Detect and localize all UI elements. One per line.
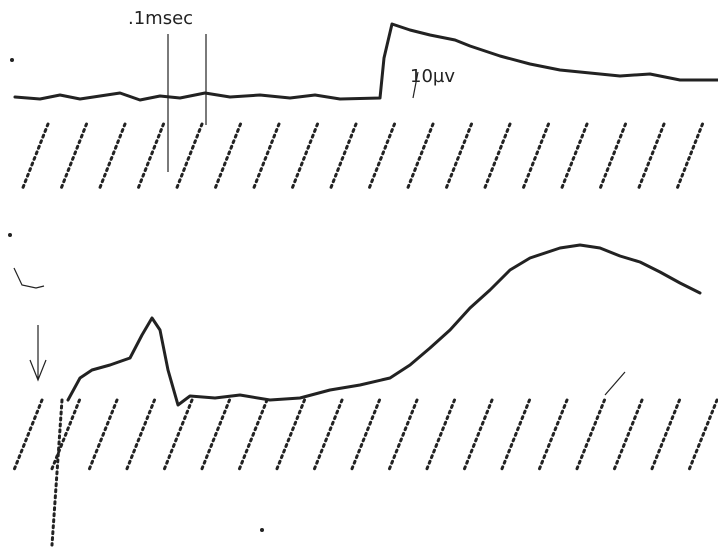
background	[0, 0, 718, 550]
speck	[8, 233, 12, 237]
speck	[260, 528, 264, 532]
figure: .1msec 10µv	[0, 0, 718, 550]
speck	[10, 58, 14, 62]
time-scale-label: .1msec	[128, 8, 193, 29]
